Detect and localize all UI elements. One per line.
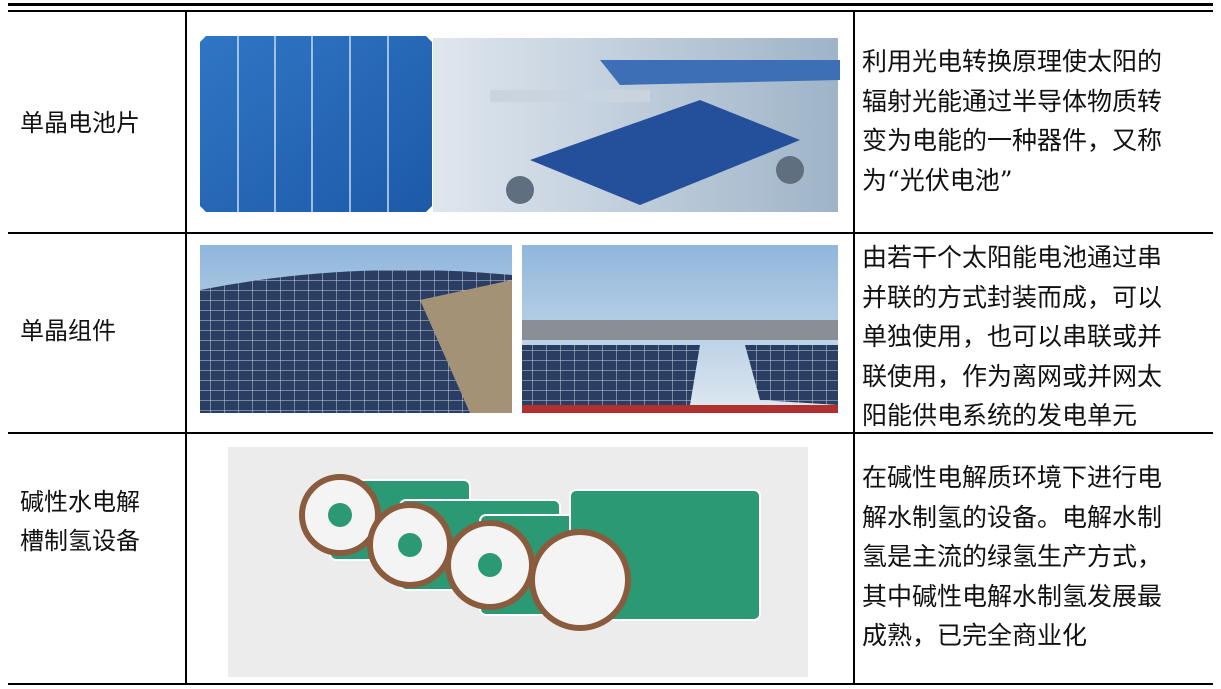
row-rule	[8, 432, 1213, 434]
solar-cell-production-image	[433, 38, 840, 212]
row-name: 单晶组件	[20, 312, 180, 351]
row-rule	[8, 232, 1213, 234]
row-description-line: 并联的方式封装而成，可以	[862, 282, 1163, 312]
solar-cell-image	[200, 36, 432, 212]
row-description-line: 其中碱性电解水制氢发展最	[862, 581, 1163, 611]
row-description: 在碱性电解质环境下进行电 解水制氢的设备。电解水制 氢是主流的绿氢生产方式， 其中碱性…	[862, 458, 1214, 656]
row-name-line: 单晶组件	[20, 317, 116, 345]
row-description-line: 成熟，已完全商业化	[862, 621, 1088, 650]
row-description-line: 由若干个太阳能电池通过串	[862, 243, 1163, 272]
column-rule	[185, 11, 187, 684]
top-rule	[8, 3, 1213, 6]
row-description: 利用光电转换原理使太阳的 辐射光能通过半导体物质转 变为电能的一种器件，又称 为“光伏…	[862, 42, 1214, 200]
solar-farm-image	[200, 245, 512, 413]
electrolyzer-image	[228, 447, 808, 677]
row-description: 由若干个太阳能电池通过串 并联的方式封装而成，可以 单独使用，也可以串联或并 联使用，…	[862, 238, 1214, 436]
row-description-line: 解水制氢的设备。电解水制	[862, 502, 1163, 532]
row-name-line: 单晶电池片	[20, 109, 140, 137]
row-description-line: 变为电能的一种器件，又称	[862, 126, 1163, 155]
row-description-line: 氢是主流的绿氢生产方式，	[862, 542, 1163, 571]
row-name: 单晶电池片	[20, 104, 180, 143]
row-name: 碱性水电解槽制氢设备	[20, 483, 180, 561]
top-rule-thin	[8, 10, 1213, 12]
row-description-line: 联使用，作为离网或并网太	[862, 361, 1163, 391]
bottom-rule	[8, 683, 1213, 685]
row-description-line: 单独使用，也可以串联或并	[862, 322, 1163, 351]
row-description-line: 为“光伏电池”	[862, 165, 1013, 195]
row-description-line: 阳能供电系统的发电单元	[862, 401, 1138, 430]
row-name-line: 槽制氢设备	[20, 527, 140, 555]
rooftop-solar-image	[522, 245, 838, 413]
row-name-line: 碱性水电解	[20, 488, 140, 516]
column-rule	[853, 11, 855, 684]
row-description-line: 利用光电转换原理使太阳的	[862, 47, 1163, 76]
row-description-line: 在碱性电解质环境下进行电	[862, 463, 1163, 492]
row-description-line: 辐射光能通过半导体物质转	[862, 86, 1163, 116]
